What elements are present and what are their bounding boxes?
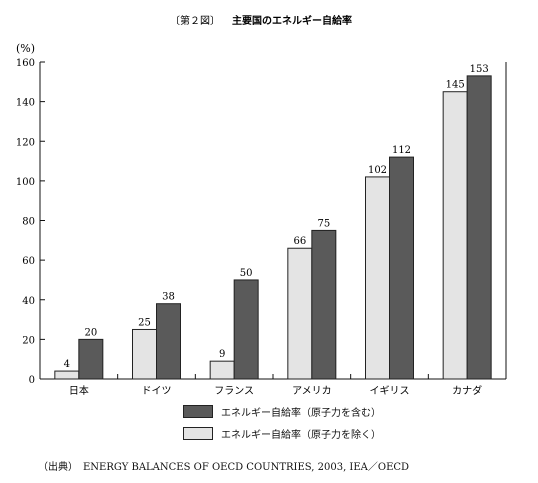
y-tick-label: 100 <box>16 177 35 188</box>
bar-value-label: 20 <box>84 327 97 338</box>
y-tick-label: 40 <box>22 296 35 307</box>
bar <box>365 176 390 380</box>
bar-value-label: 153 <box>470 64 489 75</box>
bar <box>311 229 337 380</box>
bar-value-label: 66 <box>293 236 306 247</box>
bar-value-label: 75 <box>317 218 330 229</box>
bar <box>156 303 181 380</box>
y-tick-label: 0 <box>29 375 35 386</box>
legend-label-with-nuclear: エネルギー自給率（原子力を含む） <box>221 408 381 419</box>
bar-value-label: 38 <box>162 292 175 303</box>
bar <box>389 156 414 380</box>
x-category-label: ドイツ <box>142 386 172 397</box>
y-tick-label: 80 <box>22 217 35 228</box>
bar <box>466 75 492 380</box>
legend-swatch-without-nuclear <box>183 427 213 440</box>
x-category-label: アメリカ <box>292 385 332 397</box>
bar <box>54 370 80 380</box>
y-axis-unit-label: (%) <box>16 42 35 55</box>
legend-item-without-nuclear: エネルギー自給率（原子力を除く） <box>183 426 381 441</box>
bar <box>442 91 468 380</box>
y-tick-label: 60 <box>22 256 35 267</box>
legend-label-without-nuclear: エネルギー自給率（原子力を除く） <box>221 430 381 441</box>
x-category-label: フランス <box>214 385 254 397</box>
y-tick-label: 160 <box>16 58 35 69</box>
legend-item-with-nuclear: エネルギー自給率（原子力を含む） <box>183 404 381 419</box>
bar <box>233 279 259 380</box>
y-tick-label: 140 <box>16 98 35 109</box>
bar-value-label: 145 <box>446 80 465 91</box>
bar-value-label: 102 <box>368 165 387 176</box>
bar <box>287 247 313 380</box>
bar <box>78 338 104 380</box>
bar-value-label: 50 <box>240 268 253 279</box>
x-category-label: イギリス <box>370 385 410 397</box>
bar-value-label: 112 <box>392 145 411 156</box>
x-category-label: カナダ <box>452 384 482 397</box>
source-caption: （出典） ENERGY BALANCES OF OECD COUNTRIES, … <box>38 462 410 473</box>
figure-label: 〔第２図〕 <box>170 14 220 27</box>
bar-value-label: 4 <box>64 359 70 370</box>
bar-value-label: 9 <box>219 349 225 360</box>
bar <box>209 360 235 380</box>
y-tick-label: 20 <box>22 335 35 346</box>
bar-value-label: 25 <box>138 317 151 328</box>
chart-title: 主要国のエネルギー自給率 <box>232 14 352 27</box>
legend-swatch-with-nuclear <box>183 405 213 418</box>
y-tick-label: 120 <box>16 137 35 148</box>
bar <box>132 328 157 380</box>
x-category-label: 日本 <box>69 384 89 397</box>
